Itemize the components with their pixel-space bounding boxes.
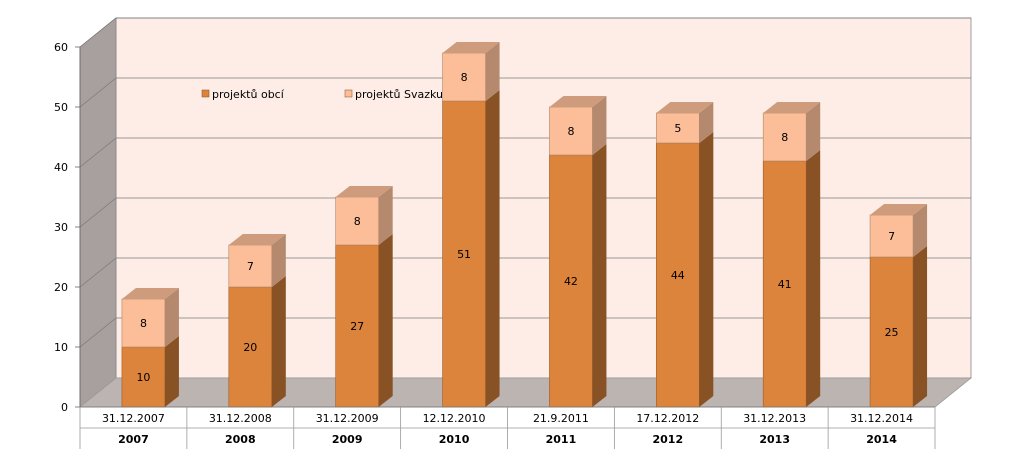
bar-1-s0-side [271,276,286,407]
bar-5-s1-side [699,102,714,143]
data-label-0-s0: 10 [136,371,150,384]
data-label-5-s0: 44 [671,269,685,282]
bar-2-s1-front [335,196,379,246]
x-tick-label-3: 12.12.2010 [423,412,486,425]
x-axis-table: 31.12.2007 2007 31.12.2008 2008 31.12.2009 20… [79,406,936,449]
x-year-label-5: 2012 [653,433,684,446]
x-year-label-1: 2008 [225,433,256,446]
data-label-5-s1: 5 [674,122,681,135]
x-tick-label-4: 21.9.2011 [533,412,589,425]
bar-2-s1-side [378,186,393,245]
x-tick-label-7: 31.12.2014 [850,412,913,425]
gridlines [79,17,971,348]
x-year-label-2: 2009 [332,433,363,446]
y-tick-label-0: 0 [61,401,68,414]
data-label-2-s0: 27 [350,320,364,333]
data-label-1-s0: 20 [243,341,257,354]
data-label-1-s1: 7 [247,260,254,273]
bar-4-top [549,96,607,107]
gridline-side-2 [79,257,117,288]
data-label-6-s1: 8 [781,131,788,144]
gridline-side-1 [79,317,117,348]
bar-4-s0-front [549,154,593,408]
y-tick-label-3: 30 [54,221,68,234]
y-axis: 0 10 20 30 40 50 60 [54,41,81,414]
bar-3-s0-side [485,90,500,407]
x-tick-label-5: 17.12.2012 [636,412,699,425]
legend-label-svazku: projektů Svazku [355,88,443,101]
data-label-7-s0: 25 [885,326,899,339]
data-label-3-s1: 8 [461,71,468,84]
bar-1-top [228,234,286,245]
bar-7-s1-side [913,204,928,257]
floor [78,377,973,408]
chart-walls [78,17,973,408]
bar-4-s0-side [592,144,607,407]
x-year-label-3: 2010 [439,433,470,446]
y-tick-label-4: 40 [54,161,68,174]
data-label-4-s1: 8 [567,125,574,138]
bar-7-s0-side [913,246,928,407]
data-label-2-s1: 8 [354,215,361,228]
x-tick-label-2: 31.12.2009 [316,412,379,425]
bar-2-top [335,186,393,197]
bar-0-s1-side [164,288,179,347]
data-label-4-s0: 42 [564,275,578,288]
gridline-side-5 [79,77,117,108]
bar-4-s1-side [592,96,607,155]
bar-3-s1-front [442,52,486,102]
x-tick-label-6: 31.12.2013 [743,412,806,425]
bar-6-s0-front [762,160,807,408]
x-tick-label-1: 31.12.2008 [209,412,272,425]
legend: projektů obcí projektů Svazku [201,88,443,101]
bar-6-s1-front [762,112,807,162]
bar-5-top [656,102,714,113]
x-year-label-7: 2014 [866,433,897,446]
bar-7-top [870,204,928,215]
bars: 10 8 20 7 27 8 51 8 42 8 44 5 41 8 25 7 [121,42,928,408]
gridline-side-6 [79,17,117,48]
bar-7-s1-front [869,214,914,258]
bar-4-s1-front [549,106,593,156]
bar-6-s1-side [806,102,821,161]
data-label-3-s0: 51 [457,248,471,261]
legend-label-obci: projektů obcí [212,88,285,101]
bar-2-s0-front [335,244,379,408]
x-year-label-4: 2011 [546,433,577,446]
x-year-label-6: 2013 [759,433,790,446]
gridline-side-3 [79,197,117,228]
y-tick-label-1: 10 [54,341,68,354]
x-year-label-0: 2007 [118,433,149,446]
bar-6-s0-side [806,150,821,407]
data-label-7-s1: 7 [888,230,895,243]
y-tick-label-5: 50 [54,101,68,114]
y-tick-label-6: 60 [54,41,68,54]
y-tick-label-2: 20 [54,281,68,294]
bar-6-top [763,102,821,113]
x-tick-label-0: 31.12.2007 [102,412,165,425]
legend-swatch-obci [201,89,210,98]
bar-0-s0-side [164,336,179,407]
data-label-0-s1: 8 [140,317,147,330]
bar-3-s1-side [485,42,500,101]
data-label-6-s0: 41 [778,278,792,291]
bar-3-top [442,42,500,53]
gridline-side-4 [79,137,117,168]
bar-5-s0-side [699,132,714,407]
bar-0-top [121,288,179,299]
bar-2-s0-side [378,234,393,407]
legend-swatch-svazku [344,89,353,98]
bar-5-s0-front [656,142,700,408]
bar-1-s1-side [271,234,286,287]
